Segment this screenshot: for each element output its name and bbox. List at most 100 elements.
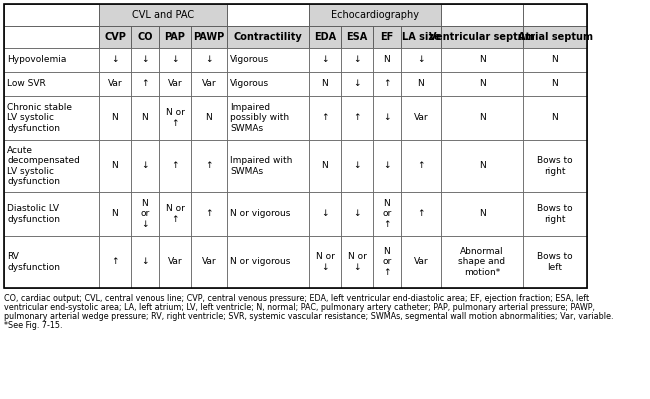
Text: ↓: ↓ xyxy=(111,55,119,65)
Text: Var: Var xyxy=(202,257,216,267)
Bar xyxy=(441,96,523,140)
Bar xyxy=(227,72,309,96)
Text: ↓: ↓ xyxy=(141,55,149,65)
Text: N or
↑: N or ↑ xyxy=(166,204,185,224)
Bar xyxy=(99,236,131,288)
Text: Var: Var xyxy=(168,79,182,89)
Text: Var: Var xyxy=(202,79,216,89)
Text: EDA: EDA xyxy=(314,32,336,42)
Bar xyxy=(227,192,309,236)
Bar xyxy=(341,26,373,48)
Bar xyxy=(373,192,401,236)
Text: ↓: ↓ xyxy=(353,162,361,170)
Bar xyxy=(191,96,227,140)
Bar xyxy=(4,96,99,140)
Text: Impaired with
SWMAs: Impaired with SWMAs xyxy=(230,156,292,176)
Text: N: N xyxy=(552,79,558,89)
Text: pulmonary arterial wedge pressure; RV, right ventricle; SVR, systemic vascular r: pulmonary arterial wedge pressure; RV, r… xyxy=(4,312,614,321)
Text: ↑: ↑ xyxy=(141,79,149,89)
Bar xyxy=(523,26,587,48)
Text: ↑: ↑ xyxy=(205,209,213,219)
Bar xyxy=(4,140,99,192)
Text: PAWP: PAWP xyxy=(194,32,225,42)
Text: ↑: ↑ xyxy=(321,113,329,122)
Bar xyxy=(159,192,191,236)
Bar xyxy=(523,48,587,72)
Text: N: N xyxy=(112,162,118,170)
Text: ↓: ↓ xyxy=(321,209,329,219)
Bar xyxy=(401,48,441,72)
Text: N
or
↓: N or ↓ xyxy=(140,199,150,229)
Text: ↓: ↓ xyxy=(353,55,361,65)
Text: Echocardiography: Echocardiography xyxy=(331,10,419,20)
Bar xyxy=(191,140,227,192)
Bar xyxy=(373,48,401,72)
Text: Var: Var xyxy=(108,79,122,89)
Bar xyxy=(4,4,587,288)
Bar xyxy=(401,96,441,140)
Text: Var: Var xyxy=(413,257,428,267)
Text: CO, cardiac output; CVL, central venous line; CVP, central venous pressure; EDA,: CO, cardiac output; CVL, central venous … xyxy=(4,294,589,303)
Text: N: N xyxy=(205,113,213,122)
Text: Vigorous: Vigorous xyxy=(230,55,269,65)
Bar xyxy=(159,96,191,140)
Text: ↑: ↑ xyxy=(417,209,424,219)
Bar xyxy=(523,140,587,192)
Text: RV
dysfunction: RV dysfunction xyxy=(7,252,60,272)
Text: N: N xyxy=(478,79,486,89)
Text: Impaired
possibly with
SWMAs: Impaired possibly with SWMAs xyxy=(230,103,289,133)
Text: ↓: ↓ xyxy=(384,162,391,170)
Text: N: N xyxy=(478,55,486,65)
Bar xyxy=(523,72,587,96)
Text: ↓: ↓ xyxy=(353,209,361,219)
Text: Diastolic LV
dysfunction: Diastolic LV dysfunction xyxy=(7,204,60,224)
Bar xyxy=(227,96,309,140)
Text: PAP: PAP xyxy=(164,32,185,42)
Text: Var: Var xyxy=(168,257,182,267)
Text: LA size: LA size xyxy=(402,32,440,42)
Text: ↓: ↓ xyxy=(141,257,149,267)
Bar xyxy=(4,48,99,72)
Bar xyxy=(401,192,441,236)
Bar xyxy=(341,236,373,288)
Bar xyxy=(191,192,227,236)
Text: CO: CO xyxy=(137,32,153,42)
Bar xyxy=(341,72,373,96)
Bar xyxy=(159,72,191,96)
Bar xyxy=(441,26,523,48)
Text: N
or
↑: N or ↑ xyxy=(382,199,391,229)
Text: N: N xyxy=(478,209,486,219)
Bar xyxy=(4,4,99,26)
Bar xyxy=(191,236,227,288)
Bar xyxy=(309,96,341,140)
Text: N: N xyxy=(142,113,148,122)
Text: ↓: ↓ xyxy=(171,55,179,65)
Text: ↑: ↑ xyxy=(384,79,391,89)
Text: Var: Var xyxy=(413,113,428,122)
Bar xyxy=(373,26,401,48)
Bar xyxy=(99,140,131,192)
Text: ↓: ↓ xyxy=(353,79,361,89)
Text: CVL and PAC: CVL and PAC xyxy=(132,10,194,20)
Text: N: N xyxy=(552,113,558,122)
Bar xyxy=(309,192,341,236)
Bar xyxy=(131,72,159,96)
Text: Chronic stable
LV systolic
dysfunction: Chronic stable LV systolic dysfunction xyxy=(7,103,72,133)
Text: ESA: ESA xyxy=(346,32,368,42)
Bar xyxy=(227,4,309,26)
Text: N or
↓: N or ↓ xyxy=(315,252,335,272)
Bar xyxy=(373,96,401,140)
Bar xyxy=(131,236,159,288)
Bar xyxy=(441,72,523,96)
Text: ↑: ↑ xyxy=(111,257,119,267)
Bar xyxy=(227,48,309,72)
Bar xyxy=(309,48,341,72)
Bar xyxy=(341,140,373,192)
Bar xyxy=(309,4,441,26)
Text: N: N xyxy=(552,55,558,65)
Bar xyxy=(309,236,341,288)
Bar xyxy=(131,192,159,236)
Bar xyxy=(373,236,401,288)
Bar xyxy=(373,72,401,96)
Bar xyxy=(441,48,523,72)
